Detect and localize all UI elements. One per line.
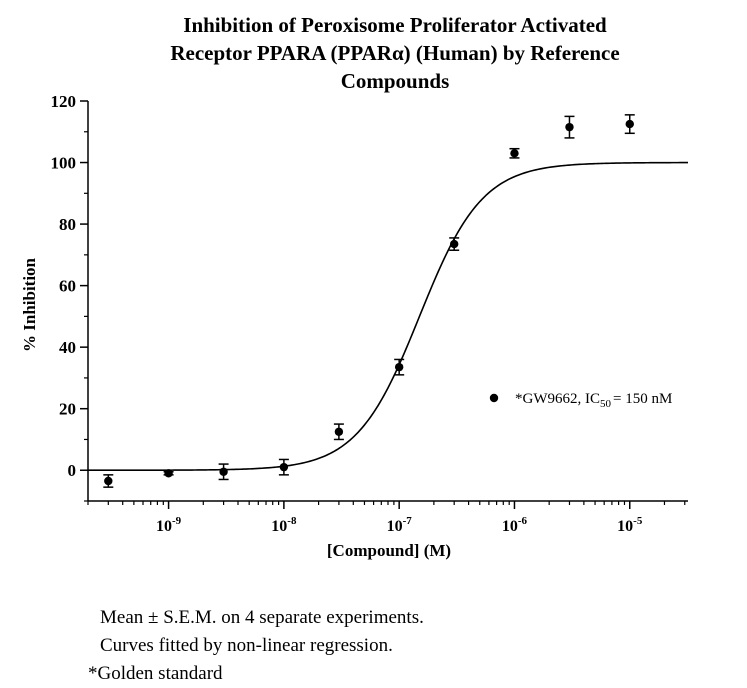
data-point [218, 463, 229, 481]
legend-marker [489, 393, 499, 403]
chart: Inhibition of Peroxisome Proliferator Ac… [20, 13, 688, 560]
data-marker [164, 469, 173, 478]
data-point [564, 115, 575, 139]
chart-title-line: Compounds [341, 69, 450, 93]
y-tick-label: 0 [68, 461, 77, 480]
footnotes: Mean ± S.E.M. on 4 separate experiments.… [88, 604, 424, 688]
legend: *GW9662, IC50 = 150 nM [489, 391, 672, 410]
chart-title: Inhibition of Peroxisome Proliferator Ac… [170, 13, 619, 93]
x-tick-label: 10-8 [271, 515, 297, 535]
data-point [333, 423, 344, 441]
chart-title-line: Receptor PPARA (PPARα) (Human) by Refere… [170, 41, 619, 65]
y-axis-ticks: 0 20 40 60 80 100 120 [51, 92, 88, 502]
y-tick-label: 60 [59, 277, 76, 296]
data-marker [449, 239, 459, 249]
data-marker [279, 462, 289, 472]
footnote-curves: Curves fitted by non-linear regression. [100, 635, 393, 656]
y-tick-label: 40 [59, 338, 76, 357]
data-points [103, 114, 635, 488]
data-point [394, 358, 405, 376]
y-tick-label: 120 [51, 92, 77, 111]
data-point [163, 469, 174, 478]
data-marker [510, 149, 519, 158]
x-tick-label: 10-5 [617, 515, 643, 535]
x-axis-ticks: 10-9 10-8 10-7 10-6 10-5 [87, 501, 686, 535]
axes [87, 101, 688, 502]
data-marker [565, 122, 574, 132]
data-marker [394, 362, 404, 372]
y-tick-label: 20 [59, 400, 76, 419]
y-tick-label: 100 [51, 154, 77, 173]
x-tick-label: 10-7 [387, 515, 413, 535]
data-point [449, 237, 460, 251]
data-marker [219, 467, 228, 476]
x-tick-label: 10-6 [502, 515, 528, 535]
data-point [103, 474, 114, 488]
fit-curve [88, 161, 688, 472]
y-axis-label: % Inhibition [20, 257, 39, 352]
x-tick-label: 10-9 [156, 515, 182, 535]
footnote-mean: Mean ± S.E.M. on 4 separate experiments. [100, 607, 424, 628]
chart-title-line: Inhibition of Peroxisome Proliferator Ac… [183, 13, 607, 37]
legend-label: *GW9662, IC50 = 150 nM [515, 391, 672, 410]
data-marker [334, 427, 344, 436]
data-marker [104, 476, 113, 486]
data-point [509, 147, 520, 159]
y-tick-label: 80 [59, 215, 76, 234]
data-marker [625, 119, 634, 129]
footnote-golden-standard: *Golden standard [88, 663, 223, 684]
x-axis-label: [Compound] (M) [327, 541, 451, 560]
data-point [624, 114, 635, 135]
data-point [278, 458, 289, 476]
